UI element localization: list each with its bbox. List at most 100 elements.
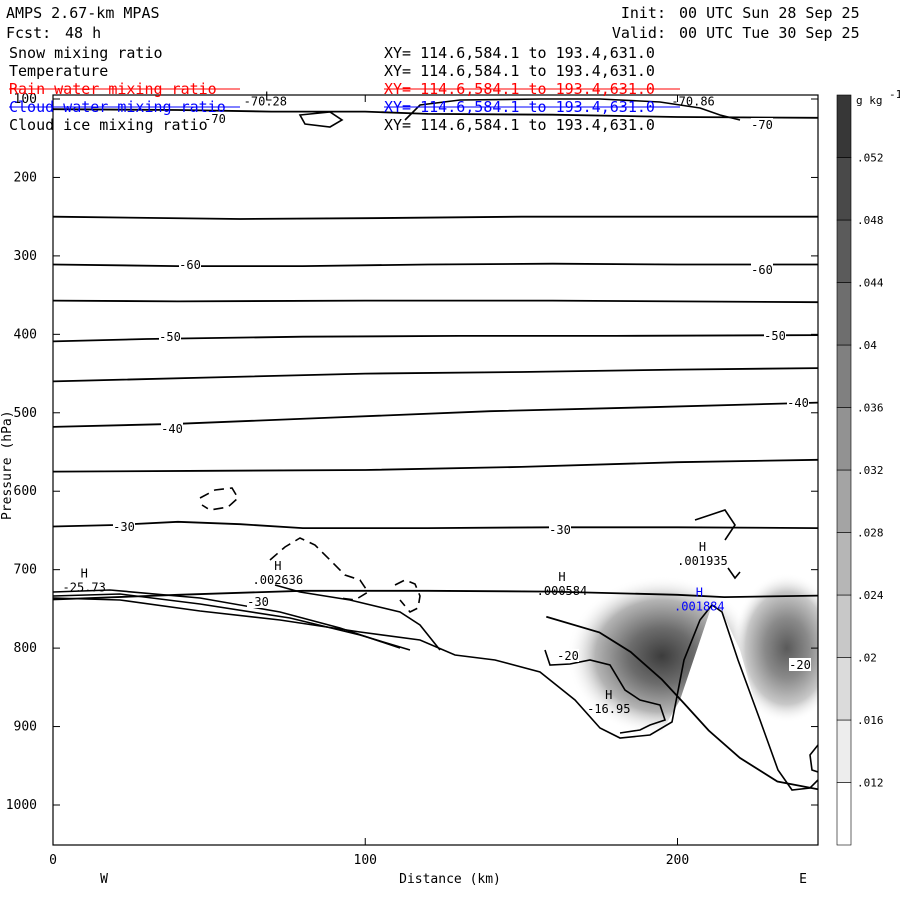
low-value: -70.86: [671, 94, 714, 108]
surface-contour: [809, 744, 818, 773]
contour-label: -40: [787, 396, 809, 410]
high-marker: H: [558, 570, 565, 584]
snow-maximum: [731, 573, 818, 724]
surface-contour: [274, 584, 441, 651]
cloud-ice-contour: [269, 537, 370, 601]
mixing-ratio-contours: [53, 98, 818, 791]
contour-label-bg: [113, 520, 135, 533]
surface-contour: [53, 589, 401, 649]
field-xy: XY= 114.6,584.1 to 193.4,631.0: [384, 44, 655, 62]
contour-label: -30: [549, 523, 571, 537]
field-name: Cloud ice mixing ratio: [9, 116, 208, 134]
low-value: -70.28: [244, 94, 287, 108]
fcst-label: Fcst:: [6, 24, 51, 42]
contour-label-bg: [787, 396, 809, 409]
contour-labels: -70 -70 -60 -60 -50 -50 -40 -40 -30 -30 -30 -20 -20: [113, 112, 811, 672]
y-tick-label: 1000: [6, 798, 37, 813]
high-value: .002636: [253, 573, 304, 587]
cloud-ice-contour: [394, 579, 421, 613]
temperature-contour: [53, 401, 818, 428]
low-marker: L: [265, 90, 272, 104]
high-value: -25.73: [63, 581, 106, 595]
temperature-contour: [53, 215, 818, 220]
y-tick-label: 100: [14, 92, 37, 107]
colorbar-unit-exponent: -1: [889, 88, 900, 101]
high-marker: H: [699, 540, 706, 554]
surface-contour: [544, 649, 667, 734]
contour-label: -30: [113, 520, 135, 534]
colorbar-tick-label: .052: [857, 152, 884, 165]
contour-label-bg: [751, 118, 773, 131]
colorbar-bin: [836, 719, 852, 783]
colorbar-bin: [836, 219, 852, 283]
colorbar-tick-label: .048: [857, 214, 884, 227]
colorbar-bin: [836, 532, 852, 596]
colorbar-tick-label: .02: [857, 652, 877, 665]
model-title: AMPS 2.67-km MPAS: [6, 4, 160, 22]
contour-label: -30: [247, 595, 269, 609]
temperature-contour: [53, 262, 818, 267]
contour-label-bg: [159, 330, 181, 343]
high-marker: H: [274, 559, 281, 573]
contour-label-bg: [161, 422, 183, 435]
colorbar-bin: [836, 282, 852, 346]
high-value: -16.95: [587, 702, 630, 716]
plot-area: -70 -70-60 -60-50 -50-40-40-30 -30-30-20-20 …: [0, 90, 819, 887]
contour-label-bg: [549, 523, 571, 536]
contour-label: -70: [204, 112, 226, 126]
x-tick-label: 200: [666, 853, 689, 868]
y-tick-label: 900: [14, 720, 37, 735]
contour-label: -20: [789, 658, 811, 672]
high-value: .001935: [677, 554, 728, 568]
header: AMPS 2.67-km MPAS Fcst: 48 h Init: 00 UT…: [6, 4, 860, 42]
contour-label: -60: [179, 258, 201, 272]
x-axis-west: W: [100, 872, 108, 887]
contour-label-bg: [557, 649, 579, 662]
colorbar: g kg -1 .012 .016 .02 .024 .028 .032 .036 .04 .0…: [836, 88, 900, 846]
fcst-value: 48 h: [65, 24, 101, 42]
colorbar-tick-label: .04: [857, 339, 877, 352]
colorbar-tick-label: .044: [857, 277, 884, 290]
y-axis-label: Pressure (hPa): [0, 410, 15, 520]
x-axis-label: Distance (km): [399, 872, 501, 887]
surface-contour: [53, 593, 411, 651]
mixing-ratio-contour: [694, 509, 736, 541]
high-marker: H: [81, 567, 88, 581]
extrema-labels: H-25.73H.002636 H.000584H.001935H.001884H…: [63, 90, 728, 717]
high-value: .000584: [537, 584, 588, 598]
high-marker: H: [696, 585, 703, 599]
temperature-contour: [53, 520, 818, 529]
colorbar-tick-label: .036: [857, 402, 884, 415]
contour-label-bg: [789, 658, 811, 671]
field-name: Snow mixing ratio: [9, 44, 163, 62]
field-name: Temperature: [9, 62, 108, 80]
colorbar-tick-label: .016: [857, 714, 884, 727]
contour-label: -50: [159, 330, 181, 344]
cloud-ice-dashed-contours: [199, 487, 421, 613]
temperature-contour: [53, 299, 818, 304]
x-tick-label: 0: [49, 853, 57, 868]
colorbar-bin: [836, 657, 852, 721]
x-axis: 0 100 200: [49, 95, 689, 868]
temperature-contour: [53, 108, 818, 119]
temperature-contour: [546, 615, 818, 791]
y-tick-label: 500: [14, 406, 37, 421]
colorbar-unit: g kg: [856, 94, 883, 107]
colorbar-bin: [836, 344, 852, 408]
contour-label-bg: [179, 258, 201, 271]
plot-frame: [52, 94, 819, 846]
colorbar-bin: [836, 469, 852, 533]
mixing-ratio-contour: [727, 567, 741, 580]
colorbar-tick-label: .012: [857, 777, 884, 790]
terrain-mask: [53, 600, 818, 845]
contour-label-bg: [204, 112, 226, 125]
colorbar-tick-label: .024: [857, 589, 884, 602]
temperature-contour: [53, 589, 818, 601]
high-marker: H: [605, 688, 612, 702]
field-xy: XY= 114.6,584.1 to 193.4,631.0: [384, 62, 655, 80]
x-tick-label: 100: [354, 853, 377, 868]
colorbar-tick-label: .032: [857, 464, 884, 477]
temperature-contour: [53, 367, 818, 383]
colorbar-bin: [836, 407, 852, 471]
